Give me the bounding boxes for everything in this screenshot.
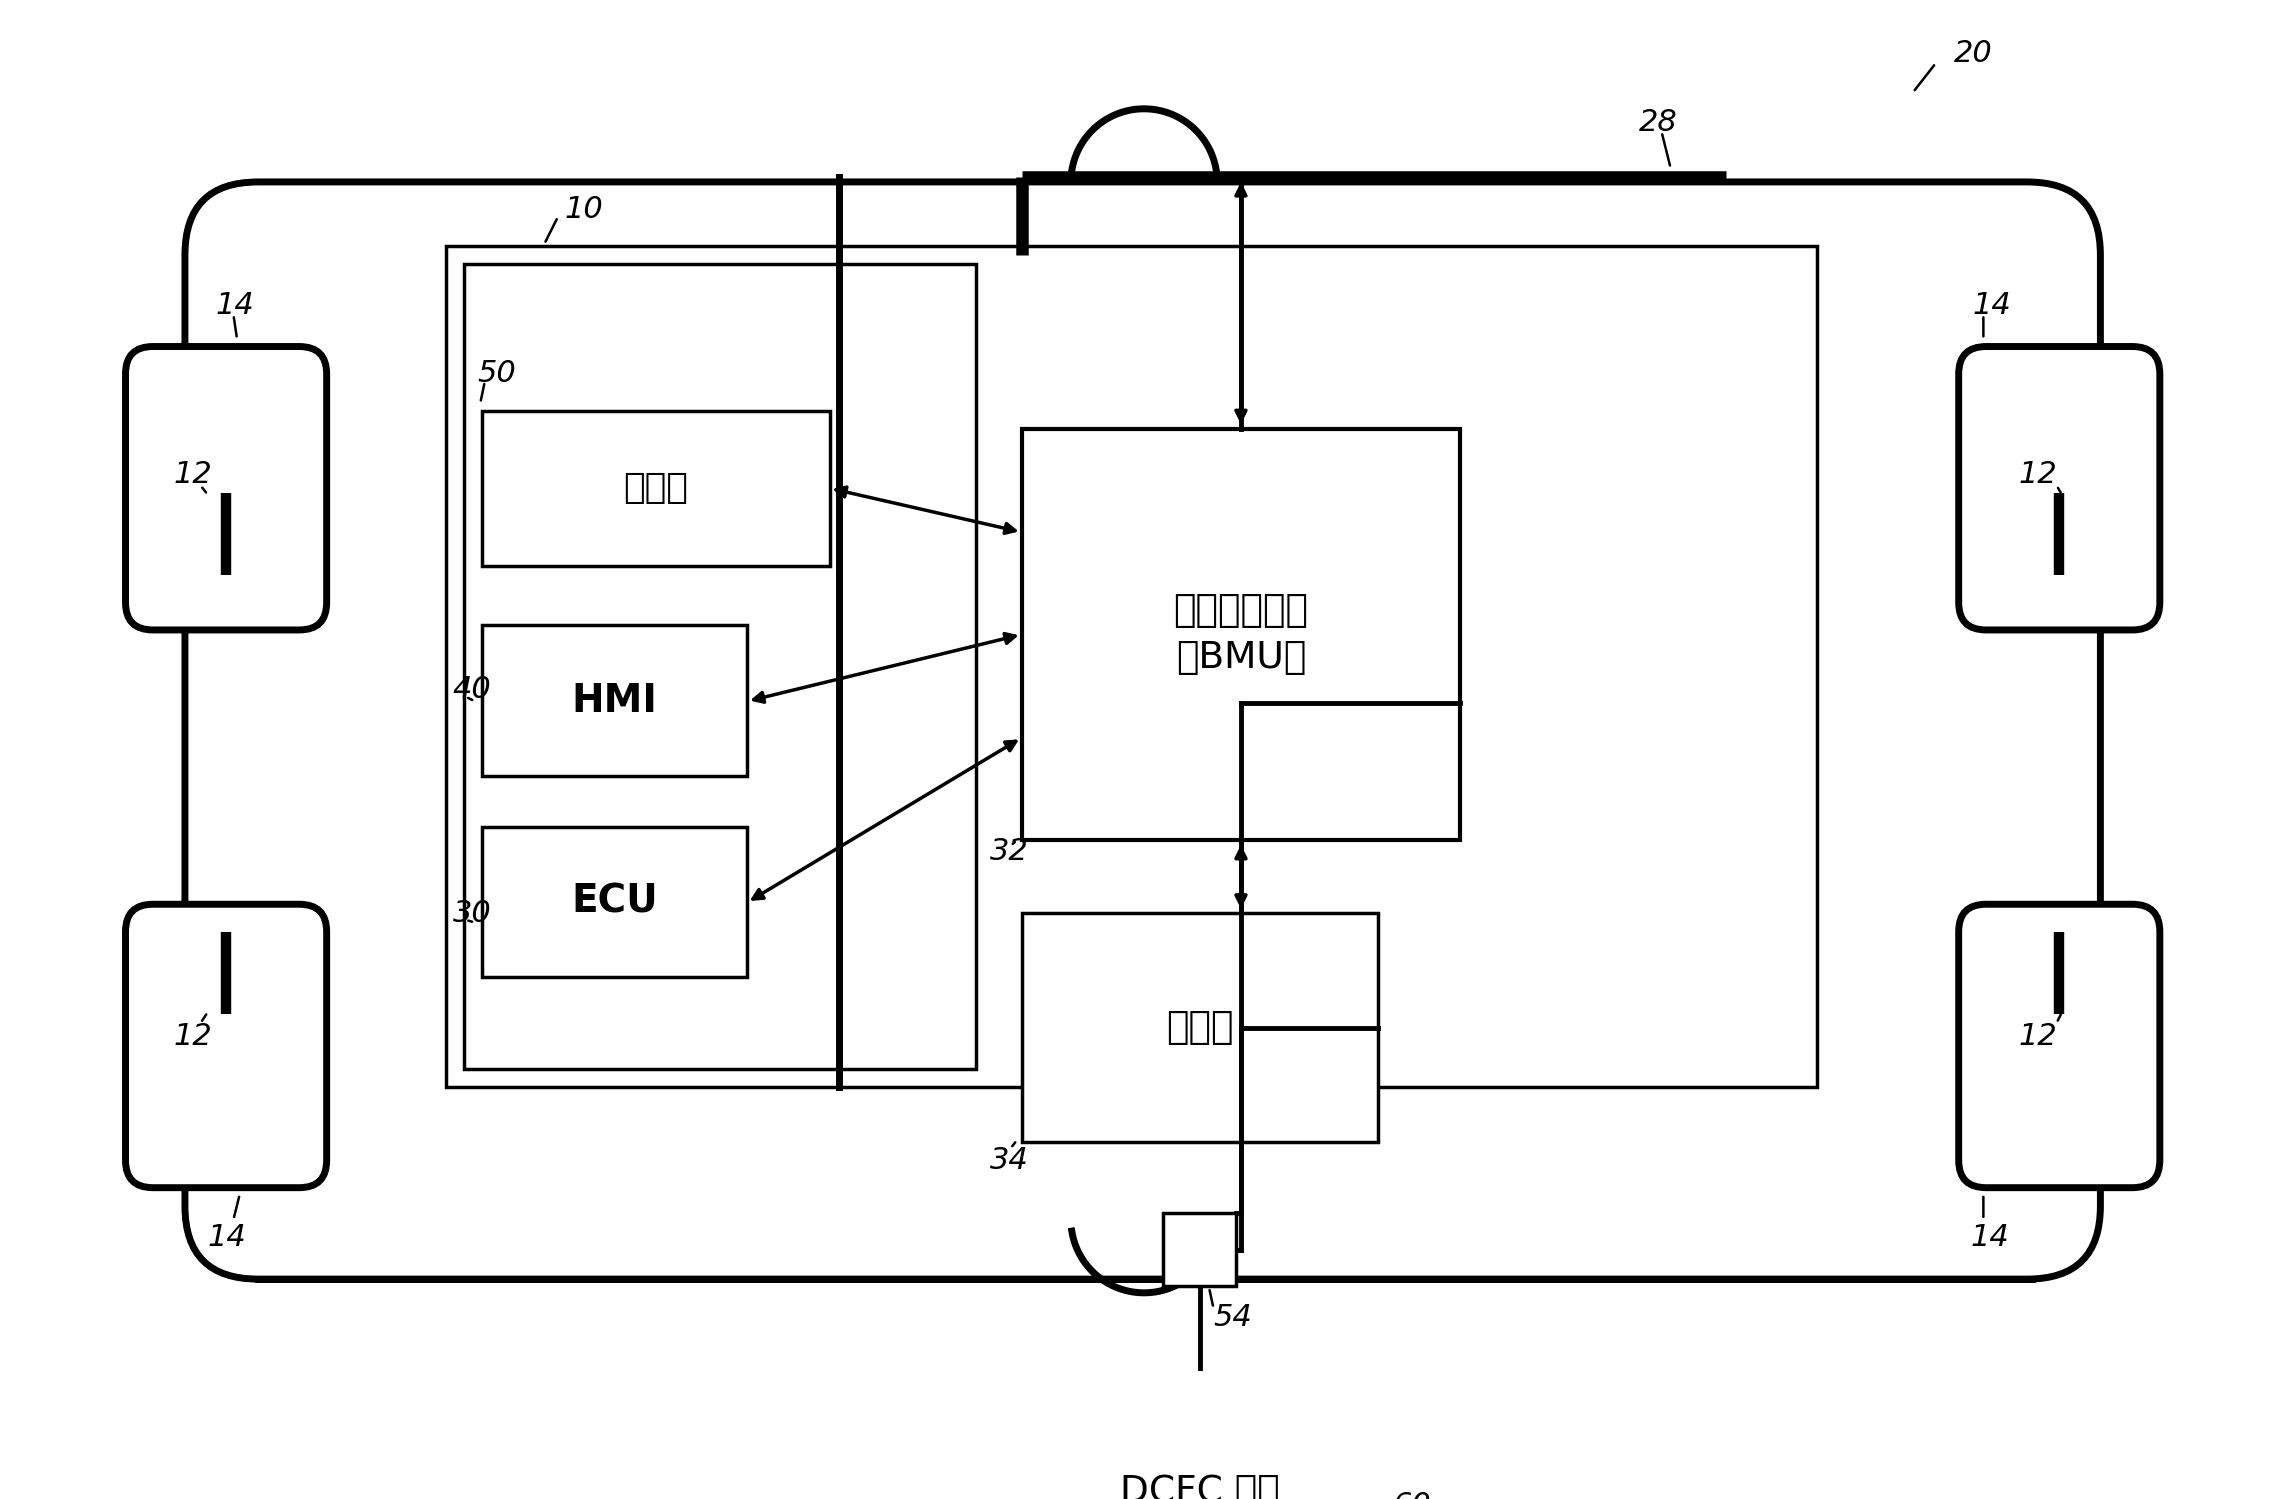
Bar [483, 826, 746, 977]
Text: ECU: ECU [572, 883, 657, 920]
Text: 12: 12 [174, 1022, 213, 1051]
Text: 14: 14 [1973, 291, 2012, 319]
Text: 32: 32 [989, 836, 1028, 866]
Text: DCFC 单元: DCFC 单元 [1119, 1474, 1280, 1499]
Text: 30: 30 [453, 899, 492, 928]
FancyBboxPatch shape [1959, 904, 2161, 1187]
Text: HMI: HMI [572, 682, 657, 720]
Text: 40: 40 [453, 675, 492, 705]
Text: 电池管理单元
（BMU）: 电池管理单元 （BMU） [1174, 594, 1309, 676]
Bar [465, 264, 975, 1069]
Text: 传感器: 传感器 [623, 471, 689, 505]
Text: 14: 14 [208, 1223, 247, 1253]
Text: 12: 12 [174, 460, 213, 489]
Text: 54: 54 [1213, 1303, 1252, 1333]
Bar [1163, 1213, 1236, 1286]
Text: 20: 20 [1955, 39, 1994, 69]
FancyBboxPatch shape [185, 181, 2101, 1279]
Bar [483, 625, 746, 776]
FancyBboxPatch shape [126, 904, 327, 1187]
Text: 12: 12 [2019, 460, 2058, 489]
FancyBboxPatch shape [1959, 346, 2161, 630]
Text: 60: 60 [1392, 1492, 1431, 1499]
Text: 14: 14 [1971, 1223, 2010, 1253]
Text: 50: 50 [478, 360, 517, 388]
Bar [483, 411, 829, 567]
Bar [1021, 429, 1460, 841]
Text: 14: 14 [215, 291, 254, 319]
FancyBboxPatch shape [126, 346, 327, 630]
Bar [446, 246, 1817, 1087]
Text: 34: 34 [989, 1145, 1028, 1175]
Text: 12: 12 [2019, 1022, 2058, 1051]
Text: 28: 28 [1639, 108, 1678, 136]
Bar [1021, 913, 1378, 1142]
Bar [1021, 1412, 1378, 1499]
Text: 电池组: 电池组 [1165, 1010, 1234, 1046]
Text: 10: 10 [565, 195, 602, 223]
